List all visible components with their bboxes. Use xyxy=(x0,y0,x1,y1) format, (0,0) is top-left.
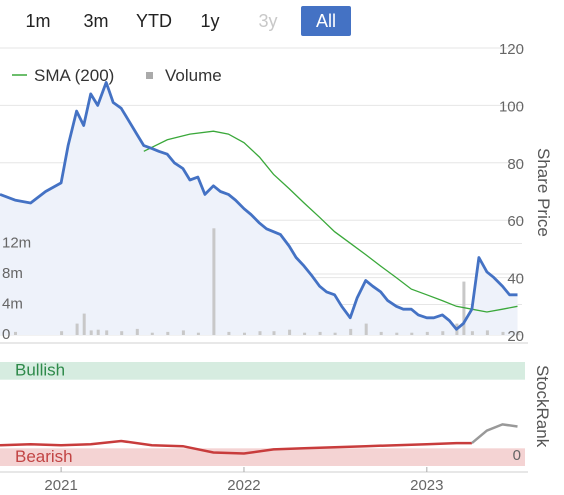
volume-bar xyxy=(75,323,79,335)
volume-bar xyxy=(516,331,520,335)
volume-bar xyxy=(89,330,93,335)
volume-bar xyxy=(181,330,185,335)
price-area-fill xyxy=(0,82,518,336)
stockrank-path xyxy=(0,439,472,455)
volume-bar xyxy=(318,331,322,335)
share-price-line xyxy=(0,81,518,331)
volume-bar xyxy=(395,332,399,335)
volume-tick-label: 8m xyxy=(2,265,23,282)
volume-bar xyxy=(120,331,124,335)
volume-bar xyxy=(303,332,307,335)
share-price-axis-label: Share Price xyxy=(534,148,553,237)
volume-bar xyxy=(212,228,216,336)
volume-bar xyxy=(470,331,474,335)
volume-tick-label: 12m xyxy=(2,235,31,252)
sma-200-line xyxy=(143,130,518,313)
volume-bar xyxy=(135,328,139,335)
stockrank-axis-label: StockRank xyxy=(533,365,552,448)
price-tick-label: 40 xyxy=(507,271,524,288)
volume-bar xyxy=(349,328,353,335)
price-tick-label: 100 xyxy=(499,98,524,115)
stockrank-panel: Bullish Bearish 0 StockRank xyxy=(0,342,552,466)
bearish-label: Bearish xyxy=(15,447,73,466)
bullish-band xyxy=(0,362,525,380)
x-tick-label: 2023 xyxy=(410,477,443,494)
volume-bar xyxy=(96,329,100,335)
volume-bar xyxy=(272,331,276,335)
bullish-label: Bullish xyxy=(15,361,65,380)
tab-1y[interactable]: 1y xyxy=(200,11,220,31)
volume-bar xyxy=(14,331,17,335)
price-area xyxy=(0,82,518,336)
volume-bar xyxy=(288,329,292,335)
volume-bar xyxy=(425,331,429,335)
price-tick-label: 60 xyxy=(507,213,524,230)
price-tick-label: 80 xyxy=(507,156,524,173)
tab-3m[interactable]: 3m xyxy=(83,11,109,31)
sma-path xyxy=(143,130,518,313)
tab-3y: 3y xyxy=(258,11,278,31)
volume-bar xyxy=(105,330,109,335)
stockrank-tick-label: 0 xyxy=(513,447,521,464)
volume-bar xyxy=(150,332,154,335)
volume-axis: 12m 8m 4m 0 xyxy=(2,235,31,344)
range-tabs: 1m 3m YTD 1y 3y All xyxy=(0,0,564,40)
x-tick-label: 2022 xyxy=(227,477,260,494)
volume-bar xyxy=(501,331,505,335)
tab-all[interactable]: All xyxy=(301,6,351,36)
volume-bar xyxy=(82,313,86,335)
tab-1m[interactable]: 1m xyxy=(25,11,51,31)
legend: SMA (200) Volume xyxy=(12,66,222,85)
volume-tick-label: 4m xyxy=(2,296,23,313)
volume-bar xyxy=(485,330,489,335)
volume-bar xyxy=(410,332,414,335)
volume-bar xyxy=(364,323,368,335)
legend-volume-marker xyxy=(146,72,153,79)
price-path xyxy=(0,81,518,331)
tab-ytd[interactable]: YTD xyxy=(136,11,172,31)
x-tick-label: 2021 xyxy=(44,477,77,494)
share-price-axis: 120 100 80 60 40 20 Share Price xyxy=(499,41,553,345)
legend-volume-label: Volume xyxy=(165,66,222,85)
volume-bar xyxy=(60,331,64,335)
volume-bar xyxy=(441,331,445,335)
volume-bar xyxy=(258,331,262,335)
volume-bar xyxy=(333,332,337,335)
volume-bar xyxy=(196,332,200,335)
volume-bar xyxy=(227,331,231,335)
volume-bar xyxy=(166,331,170,335)
x-axis: 2021 2022 2023 xyxy=(0,467,528,494)
bearish-band xyxy=(0,448,525,466)
price-tick-label: 120 xyxy=(499,41,524,58)
volume-bar xyxy=(243,332,246,335)
volume-bar xyxy=(379,331,383,335)
price-tick-label: 20 xyxy=(507,328,524,345)
stockrank-recent-path xyxy=(471,423,518,445)
legend-sma-label: SMA (200) xyxy=(34,66,114,85)
volume-tick-label: 0 xyxy=(2,326,10,343)
